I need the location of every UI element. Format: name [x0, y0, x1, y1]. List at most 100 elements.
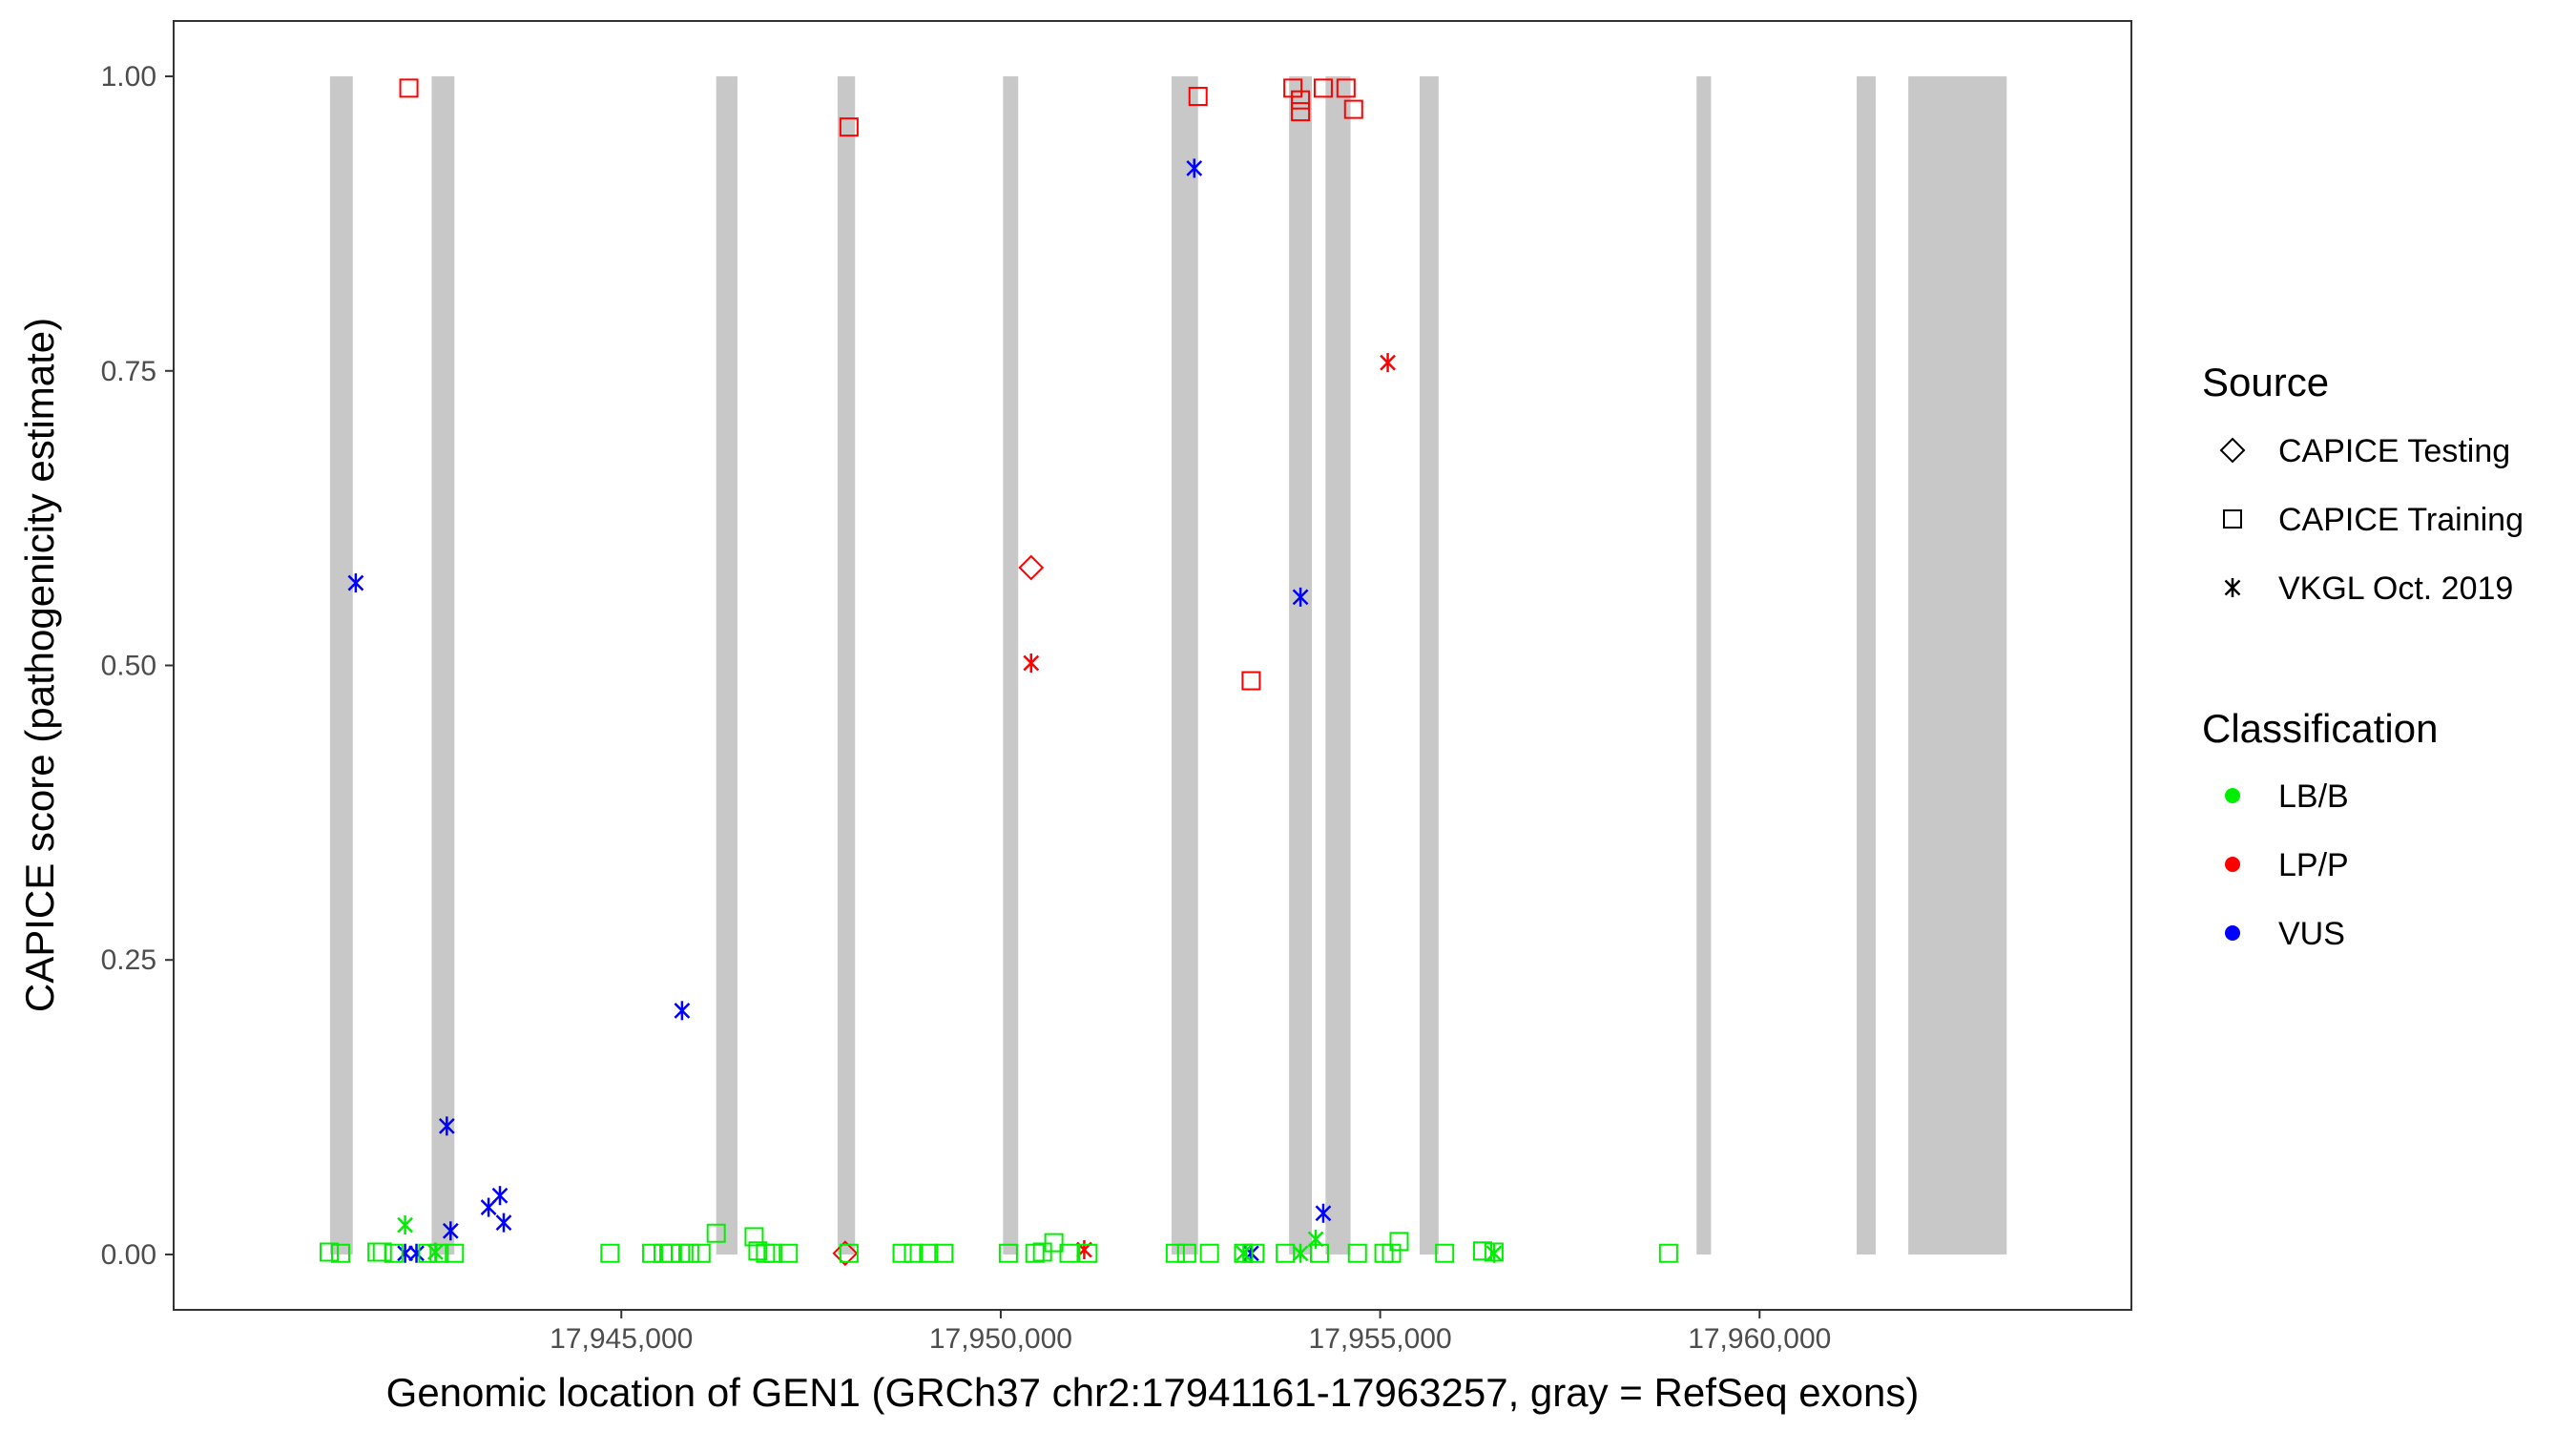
- exon-band-7: [1289, 76, 1313, 1255]
- point-5-27: [1025, 1243, 1045, 1263]
- point-1-11: [1292, 587, 1309, 607]
- x-tick-label-1: 17,950,000: [929, 1323, 1072, 1355]
- point-1-12: [1315, 1203, 1332, 1223]
- point-5-29: [1044, 1233, 1064, 1253]
- legend-source-label-1: CAPICE Training: [2278, 502, 2524, 538]
- x-tick-label-0: 17,945,000: [550, 1323, 693, 1355]
- point-5-33: [1176, 1243, 1196, 1263]
- point-4-0: [397, 1215, 413, 1235]
- point-0-9: [1343, 99, 1363, 119]
- x-axis: 17,945,000 17,950,000 17,955,000 17,960,000: [550, 1310, 1831, 1355]
- legend-source-key-2: [2224, 578, 2241, 597]
- exon-band-6: [1171, 76, 1198, 1255]
- data-points: [320, 78, 1678, 1267]
- point-5-35: [1234, 1243, 1254, 1263]
- point-5-3: [372, 1242, 392, 1262]
- point-0-8: [1336, 78, 1356, 98]
- legend-classification: Classification LB/B LP/P VUS: [2202, 706, 2438, 952]
- exon-band-2: [431, 76, 455, 1255]
- point-5-46: [1658, 1243, 1678, 1263]
- point-0-6: [1291, 102, 1311, 122]
- point-5-37: [1276, 1243, 1296, 1263]
- point-0-1: [839, 117, 859, 137]
- legend-classification-label-1: LP/P: [2278, 847, 2349, 883]
- point-5-41: [1381, 1243, 1402, 1263]
- point-5-31: [1078, 1243, 1098, 1263]
- point-5-19: [763, 1243, 783, 1263]
- legend-classification-title: Classification: [2202, 706, 2438, 751]
- point-0-2: [1188, 87, 1208, 107]
- x-tick-label-3: 17,960,000: [1688, 1323, 1831, 1355]
- point-1-1: [438, 1116, 455, 1136]
- exon-band-1: [329, 76, 353, 1255]
- point-1-2: [442, 1221, 459, 1241]
- point-5-25: [934, 1243, 954, 1263]
- point-3-0: [1018, 554, 1045, 581]
- point-5-7: [445, 1243, 465, 1263]
- point-5-44: [1472, 1241, 1492, 1261]
- point-1-3: [397, 1243, 413, 1263]
- exon-band-10: [1696, 76, 1712, 1255]
- legend-classification-label-2: VUS: [2278, 916, 2345, 952]
- point-5-36: [1245, 1243, 1265, 1263]
- exon-band-8: [1325, 76, 1351, 1255]
- y-tick-label-4: 1.00: [101, 61, 156, 93]
- point-3-1: [832, 1240, 859, 1267]
- point-1-6: [491, 1186, 509, 1206]
- legend-source-key-0: [2219, 437, 2246, 464]
- point-1-8: [674, 1001, 691, 1021]
- exon-band-12: [1908, 76, 2007, 1255]
- point-5-23: [904, 1243, 924, 1263]
- exon-band-3: [716, 76, 737, 1255]
- y-axis-title: CAPICE score (pathogenicity estimate): [17, 318, 62, 1012]
- y-tick-label-1: 0.25: [101, 944, 156, 976]
- point-1-0: [347, 573, 364, 593]
- point-5-38: [1309, 1243, 1329, 1263]
- legend-source: Source CAPICE Testing CAPICE Training VKGL …: [2202, 360, 2524, 607]
- exon-band-4: [837, 76, 856, 1255]
- legend-source-key-1: [2223, 509, 2242, 529]
- y-tick-label-2: 0.50: [101, 651, 156, 682]
- legend-source-label-0: CAPICE Testing: [2278, 433, 2510, 469]
- point-0-4: [1283, 78, 1303, 98]
- point-5-11: [660, 1243, 680, 1263]
- legend-classification-key-0: [2225, 788, 2240, 803]
- point-0-3: [1241, 671, 1261, 691]
- legend-classification-label-0: LB/B: [2278, 778, 2349, 815]
- point-0-5: [1291, 90, 1311, 110]
- point-5-4: [384, 1243, 404, 1263]
- y-tick-label-3: 0.75: [101, 356, 156, 387]
- point-5-30: [1059, 1243, 1079, 1263]
- point-5-14: [691, 1243, 711, 1263]
- x-axis-title: Genomic location of GEN1 (GRCh37 chr2:17…: [386, 1370, 1920, 1415]
- point-5-45: [1484, 1242, 1504, 1262]
- point-1-9: [1186, 158, 1203, 178]
- point-5-13: [679, 1243, 699, 1263]
- point-5-6: [429, 1243, 449, 1263]
- point-5-43: [1435, 1243, 1455, 1263]
- point-1-4: [408, 1243, 425, 1263]
- legend-classification-key-2: [2225, 925, 2240, 941]
- point-5-32: [1165, 1243, 1185, 1263]
- point-1-7: [495, 1213, 512, 1233]
- point-5-8: [600, 1243, 620, 1263]
- point-5-24: [919, 1243, 939, 1263]
- exon-band-9: [1419, 76, 1439, 1255]
- point-5-22: [892, 1243, 912, 1263]
- point-5-5: [418, 1243, 438, 1263]
- legend-classification-key-1: [2225, 857, 2240, 872]
- point-5-17: [748, 1241, 768, 1261]
- point-5-34: [1199, 1243, 1219, 1263]
- y-axis: 0.00 0.25 0.50 0.75 1.00: [101, 61, 174, 1271]
- point-0-7: [1313, 78, 1333, 98]
- point-5-16: [744, 1227, 764, 1247]
- exon-band-11: [1857, 76, 1876, 1255]
- legend-source-title: Source: [2202, 360, 2329, 404]
- point-2-2: [1380, 353, 1396, 373]
- point-5-26: [998, 1243, 1018, 1263]
- point-5-42: [1389, 1232, 1409, 1252]
- point-5-21: [839, 1243, 859, 1263]
- legend-source-label-2: VKGL Oct. 2019: [2278, 570, 2513, 607]
